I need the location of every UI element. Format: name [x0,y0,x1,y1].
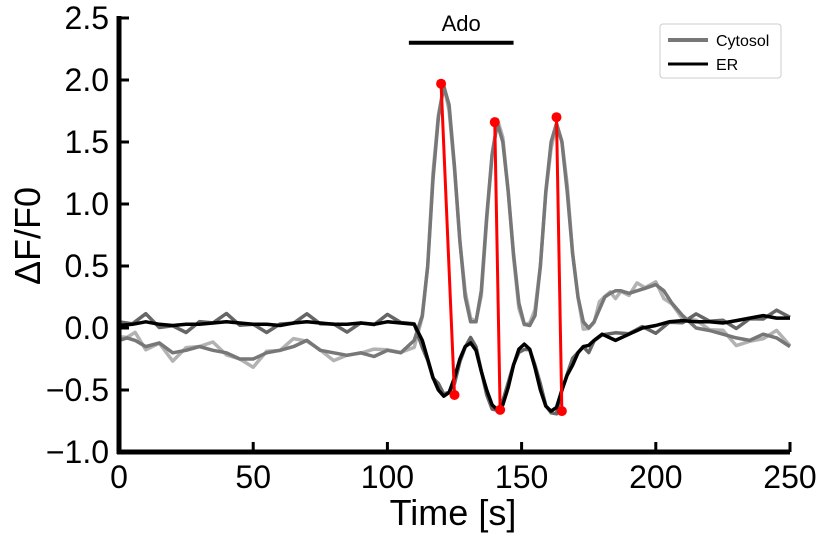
peak-trough-link [439,83,456,396]
er-trough-point [449,389,460,400]
peak-trough-link [493,122,502,410]
cytosol-peak-point [489,117,500,128]
y-tick-label: −1.0 [46,434,109,470]
y-tick-label: 0.5 [65,248,109,284]
x-tick-label: 100 [361,459,414,495]
peak-link-layer [439,83,564,412]
y-axis-title: ΔF/F0 [7,187,48,285]
x-axis-title: Time [s] [390,492,517,533]
y-tick-label: −0.5 [46,372,109,408]
er-trough-point [556,406,567,417]
peak-marker-layer [436,78,567,417]
cytosol-peak-point [436,78,447,89]
er-trough-point [495,404,506,415]
legend-label-cytosol: Cytosol [716,33,769,50]
peak-trough-link [554,117,564,412]
y-tick-label: 1.5 [65,124,109,160]
y-tick-label: 1.0 [65,186,109,222]
ado-label: Ado [442,11,481,36]
x-tick-label: 150 [495,459,548,495]
x-axis-ticks: 0 50 100 150 200 250 [110,442,817,495]
legend-label-er: ER [716,57,738,74]
x-tick-label: 200 [629,459,682,495]
x-tick-label: 250 [763,459,816,495]
x-tick-label: 50 [235,459,271,495]
x-tick-label: 0 [110,459,128,495]
y-axis-ticks: −1.0 −0.5 0.0 0.5 1.0 1.5 2.0 2.5 [46,0,129,470]
series-line-er [118,313,790,413]
y-tick-label: 0.0 [65,310,109,346]
legend: Cytosol ER [659,23,782,79]
y-tick-label: 2.0 [65,62,109,98]
cytosol-peak-point [551,112,562,123]
raw-trace-cytosol [118,83,792,369]
y-tick-label: 2.5 [65,0,109,36]
